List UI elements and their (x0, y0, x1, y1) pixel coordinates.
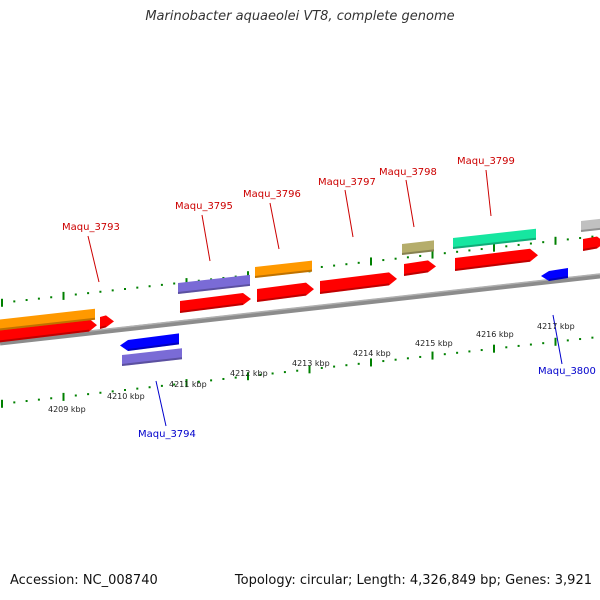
genome-backbone (0, 273, 600, 346)
cds-maqu-3798-shade (403, 270, 429, 276)
gene-edge-shade (580, 227, 600, 232)
gene-maqu-3799-shade (452, 237, 537, 249)
gene-maqu-3794-shade (121, 357, 183, 366)
cds-maqu-3800 (541, 267, 568, 281)
gene-features (0, 218, 600, 366)
genome-backbone-highlight (0, 273, 600, 342)
scale-label-4210: 4210 kbp (107, 392, 145, 401)
cds-maqu-3794 (120, 333, 179, 351)
pointer-maqu-3800 (552, 314, 563, 365)
scale-label-4212: 4212 kbp (230, 369, 268, 378)
cds-edge-shade (582, 246, 598, 251)
gene-label-maqu-3796: Maqu_3796 (243, 189, 301, 200)
label-pointers (87, 169, 563, 427)
cds-maqu-3798 (404, 260, 436, 276)
lower-tick-track (1, 336, 594, 408)
cds-small-1-shade (99, 325, 107, 329)
pointer-maqu-3799 (485, 169, 492, 217)
gene-maqu-3795 (178, 274, 250, 294)
gene-label-maqu-3798: Maqu_3798 (379, 167, 437, 178)
cds-maqu-3799 (455, 248, 538, 271)
gene-maqu-3795-shade (177, 283, 251, 294)
map-title: Marinobacter aquaeolei VT8, complete gen… (145, 9, 455, 24)
genome-summary-text: Topology: circular; Length: 4,326,849 bp… (234, 573, 592, 588)
pointer-maqu-3793 (87, 235, 100, 283)
cds-maqu-3796-shade (256, 293, 307, 302)
pointer-maqu-3794 (155, 380, 167, 427)
gene-label-maqu-3795: Maqu_3795 (175, 201, 233, 212)
gene-maqu-3793 (0, 308, 95, 331)
gene-maqu-3799 (453, 228, 536, 249)
cds-small-1 (100, 315, 114, 329)
gene-maqu-3796 (255, 260, 312, 278)
gene-maqu-3793-shade (0, 317, 96, 331)
cds-maqu-3794-shade (127, 342, 180, 351)
cds-maqu-3793 (0, 318, 97, 343)
scale-label-4213: 4213 kbp (292, 359, 330, 368)
gene-label-maqu-3800: Maqu_3800 (538, 366, 596, 377)
cds-edge (583, 236, 600, 251)
gene-label-maqu-3794: Maqu_3794 (138, 429, 196, 440)
cds-maqu-3800-shade (548, 275, 569, 281)
scale-label-4216: 4216 kbp (476, 330, 514, 339)
gene-label-maqu-3797: Maqu_3797 (318, 177, 376, 188)
accession-text: Accession: NC_008740 (10, 573, 158, 588)
gene-maqu-3794 (122, 348, 182, 366)
cds-maqu-3797-shade (319, 283, 390, 294)
gene-label-maqu-3799: Maqu_3799 (457, 156, 515, 167)
cds-maqu-3795 (180, 293, 251, 313)
gene-label-maqu-3793: Maqu_3793 (62, 222, 120, 233)
scale-label-4211: 4211 kbp (169, 380, 207, 389)
scale-label-4215: 4215 kbp (415, 339, 453, 348)
gene-maqu-3798-shade (401, 249, 435, 255)
cds-maqu-3797 (320, 272, 397, 294)
scale-label-4214: 4214 kbp (353, 349, 391, 358)
pointer-maqu-3795 (201, 214, 211, 262)
cds-maqu-3799-shade (454, 259, 531, 271)
gene-edge (581, 218, 600, 232)
gene-maqu-3796-shade (254, 269, 313, 278)
cds-maqu-3796 (257, 282, 314, 302)
scale-label-4209: 4209 kbp (48, 405, 86, 414)
cds-maqu-3793-shade (0, 329, 90, 343)
gene-maqu-3798 (402, 240, 434, 255)
pointer-maqu-3798 (405, 179, 415, 228)
pointer-maqu-3796 (269, 202, 280, 250)
pointer-maqu-3797 (344, 189, 354, 238)
cds-maqu-3795-shade (179, 303, 244, 313)
scale-label-4217: 4217 kbp (537, 322, 575, 331)
